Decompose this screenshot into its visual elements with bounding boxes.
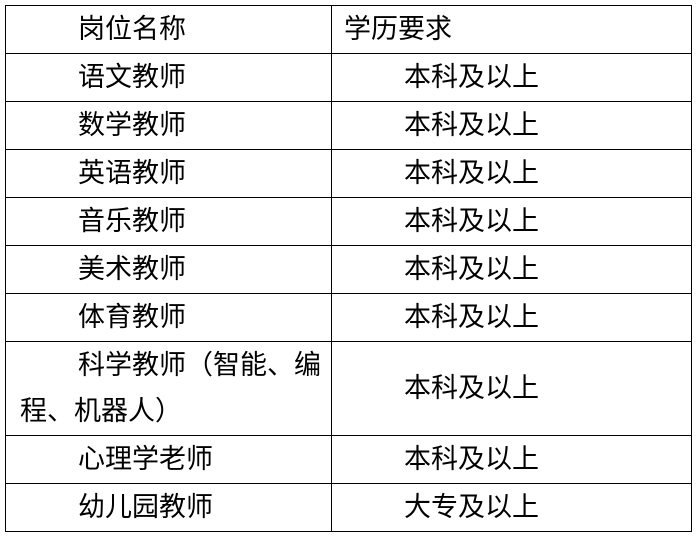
- education-cell: 本科及以上: [331, 245, 692, 294]
- table-row: 英语教师 本科及以上: [5, 149, 692, 198]
- table-row: 体育教师 本科及以上: [5, 293, 692, 342]
- table-header-row: 岗位名称 学历要求: [5, 5, 692, 54]
- header-position: 岗位名称: [5, 5, 332, 54]
- education-cell: 大专及以上: [331, 483, 692, 532]
- position-cell: 英语教师: [5, 149, 332, 198]
- education-cell: 本科及以上: [331, 101, 692, 150]
- position-cell: 音乐教师: [5, 197, 332, 246]
- education-cell: 本科及以上: [331, 149, 692, 198]
- position-cell: 体育教师: [5, 293, 332, 342]
- table-row: 美术教师 本科及以上: [5, 245, 692, 294]
- table-row: 数学教师 本科及以上: [5, 101, 692, 150]
- position-cell: 心理学老师: [5, 435, 332, 484]
- table-row: 语文教师 本科及以上: [5, 53, 692, 102]
- table-row: 心理学老师 本科及以上: [5, 435, 692, 484]
- position-cell: 科学教师（智能、编程、机器人）: [5, 341, 332, 436]
- position-cell: 幼儿园教师: [5, 483, 332, 532]
- table-row: 幼儿园教师 大专及以上: [5, 483, 692, 532]
- education-cell: 本科及以上: [331, 197, 692, 246]
- education-cell: 本科及以上: [331, 435, 692, 484]
- table-row: 科学教师（智能、编程、机器人） 本科及以上: [5, 341, 692, 436]
- position-cell: 美术教师: [5, 245, 332, 294]
- position-cell: 数学教师: [5, 101, 332, 150]
- education-cell: 本科及以上: [331, 341, 692, 436]
- table-row: 音乐教师 本科及以上: [5, 197, 692, 246]
- education-cell: 本科及以上: [331, 293, 692, 342]
- position-requirements-table: 岗位名称 学历要求 语文教师 本科及以上 数学教师 本科及以上 英语教师 本科及…: [5, 5, 692, 532]
- education-cell: 本科及以上: [331, 53, 692, 102]
- position-cell: 语文教师: [5, 53, 332, 102]
- header-education: 学历要求: [331, 5, 692, 54]
